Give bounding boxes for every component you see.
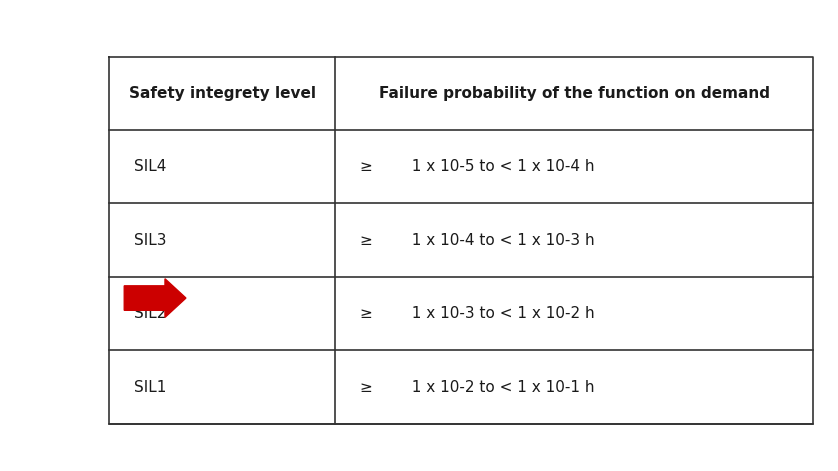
Text: SIL4: SIL4 bbox=[134, 159, 167, 174]
Text: SIL2: SIL2 bbox=[134, 306, 167, 321]
Text: SIL3: SIL3 bbox=[134, 233, 167, 248]
Text: ≥        1 x 10-4 to < 1 x 10-3 h: ≥ 1 x 10-4 to < 1 x 10-3 h bbox=[360, 233, 595, 248]
Text: ≥        1 x 10-5 to < 1 x 10-4 h: ≥ 1 x 10-5 to < 1 x 10-4 h bbox=[360, 159, 595, 174]
Text: ≥        1 x 10-3 to < 1 x 10-2 h: ≥ 1 x 10-3 to < 1 x 10-2 h bbox=[360, 306, 595, 321]
Text: ≥        1 x 10-2 to < 1 x 10-1 h: ≥ 1 x 10-2 to < 1 x 10-1 h bbox=[360, 380, 595, 395]
Text: Failure probability of the function on demand: Failure probability of the function on d… bbox=[379, 86, 769, 101]
Text: Safety integrety level: Safety integrety level bbox=[128, 86, 316, 101]
Text: SIL1: SIL1 bbox=[134, 380, 167, 395]
